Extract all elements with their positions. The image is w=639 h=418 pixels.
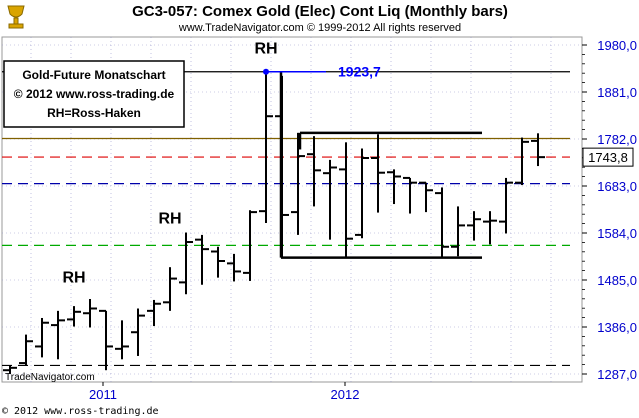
last-price-tag: 1743,8 [582, 147, 634, 167]
trophy-icon [7, 5, 25, 29]
ohlc-bar [99, 309, 113, 371]
ohlc-bar [339, 142, 353, 258]
ohlc-bar [259, 71, 273, 224]
ohlc-bar [499, 177, 513, 234]
info-box-frame [3, 60, 185, 128]
footer-copyright: © 2012 www.ross-trading.de [2, 406, 159, 417]
ohlc-bar [435, 187, 449, 258]
x-axis: 2011 2012 [89, 382, 359, 402]
ohlc-bar [227, 253, 241, 282]
annotation-label: RH [62, 269, 85, 286]
info-box-line1: Gold-Future Monatschart [22, 68, 165, 82]
annotations: RH RH RH [62, 41, 277, 287]
ohlc-bar [67, 306, 81, 327]
ohlc-bar [115, 320, 129, 360]
grid [2, 37, 582, 382]
ohlc-bar [51, 310, 65, 360]
ohlc-bar [467, 211, 481, 241]
ohlc-bar [163, 267, 177, 311]
ohlc-bar [451, 206, 465, 257]
ohlc-bar [515, 137, 529, 186]
level-marker: 1923,7 [263, 64, 381, 80]
ohlc-bar [483, 211, 497, 245]
level-label: 1923,7 [338, 64, 381, 80]
last-price-box [582, 147, 634, 167]
x-tick-label: 2012 [331, 387, 360, 402]
plot-frame [1, 36, 583, 383]
y-tick-label: 1683,0 [597, 179, 637, 194]
y-axis: 1287,0 1386,0 1485,0 1584,0 1683,0 1782,0 1881… [582, 38, 637, 382]
annotation-label: RH [158, 211, 181, 228]
info-box-line2: © 2012 www.ross-trading.de [14, 87, 175, 101]
ohlc-bar [3, 365, 17, 374]
ohlc-bar [275, 75, 289, 258]
y-tick-label: 1980,0 [597, 38, 637, 53]
ohlc-bar [531, 133, 545, 167]
info-box-line3: RH=Ross-Haken [47, 106, 141, 120]
ohlc-bar [195, 234, 209, 285]
ohlc-bar [147, 299, 161, 327]
x-tick-label: 2011 [89, 387, 117, 402]
watermark: TradeNavigator.com [5, 372, 95, 383]
ohlc-bar [355, 148, 369, 239]
ohlc-bar [307, 136, 321, 207]
ohlc-bar [19, 334, 33, 365]
y-tick-label: 1485,0 [597, 273, 637, 288]
level-marker-dot [263, 68, 269, 75]
ohlc-bar [83, 298, 97, 328]
ohlc-bar [371, 134, 385, 213]
ohlc-bars [3, 71, 545, 374]
annotation-label: RH [254, 41, 277, 58]
y-tick-label: 1584,0 [597, 226, 637, 241]
y-tick-label: 1782,0 [597, 132, 637, 147]
ohlc-bar [291, 132, 305, 235]
chart-subtitle: www.TradeNavigator.com © 1999-2012 All r… [178, 22, 461, 34]
y-tick-label: 1386,0 [597, 320, 637, 335]
last-price-label: 1743,8 [588, 150, 628, 165]
ohlc-bar [419, 181, 433, 213]
ohlc-bar [35, 317, 49, 358]
ohlc-bar [403, 176, 417, 214]
info-box: Gold-Future Monatschart © 2012 www.ross-… [3, 60, 185, 128]
ohlc-bar [211, 246, 225, 278]
ohlc-bar [387, 169, 401, 205]
ohlc-bar [323, 159, 337, 240]
y-tick-label: 1287,0 [597, 367, 637, 382]
chart-title: GC3-057: Comex Gold (Elec) Cont Liq (Mon… [132, 3, 508, 20]
ohlc-bar [179, 232, 193, 295]
y-tick-label: 1881,0 [597, 85, 637, 100]
ohlc-bar [243, 210, 257, 281]
ohlc-bar [131, 308, 145, 356]
